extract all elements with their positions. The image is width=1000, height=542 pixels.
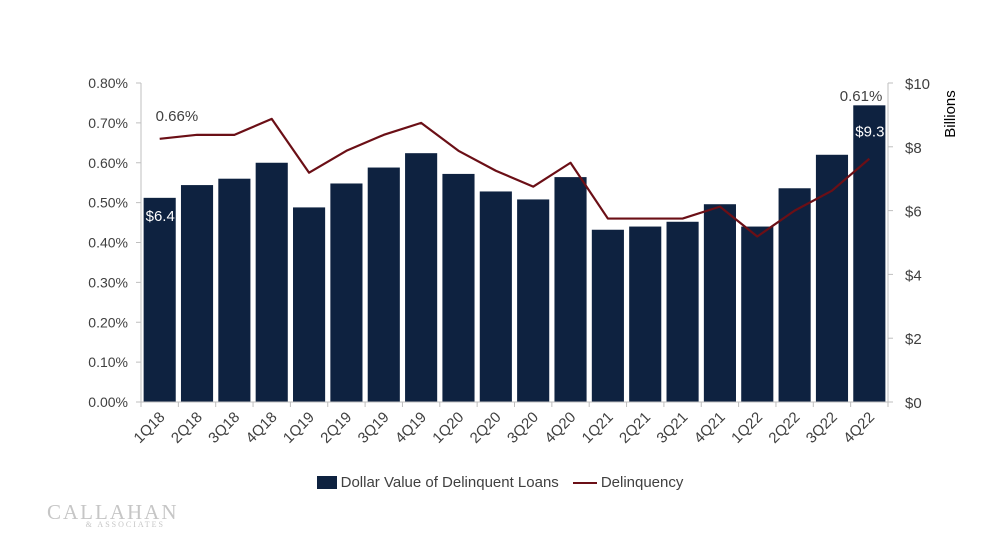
bar-3Q20 (517, 199, 550, 402)
left-tick-label: 0.10% (88, 354, 128, 370)
right-axis-title: Billions (942, 90, 959, 138)
data-labels: 0.66% $6.4 0.61% $9.3 (146, 88, 885, 225)
x-tick-label: 4Q18 (243, 409, 281, 447)
x-tick-label: 1Q19 (280, 409, 318, 447)
legend-item-bars: Dollar Value of Delinquent Loans (316, 474, 559, 491)
bar-2Q22 (778, 188, 811, 402)
x-tick-label: 2Q18 (168, 409, 206, 447)
left-tick-label: 0.00% (88, 394, 128, 410)
bar-1Q21 (591, 229, 624, 402)
x-tick-label: 1Q20 (429, 409, 467, 447)
legend-bar-label: Dollar Value of Delinquent Loans (340, 474, 559, 491)
x-tick-label: 3Q20 (504, 409, 542, 447)
x-tick-label: 3Q19 (355, 409, 393, 447)
bar-1Q20 (442, 173, 475, 402)
legend: Dollar Value of Delinquent Loans Delinqu… (0, 474, 1000, 491)
x-tick-label: 3Q18 (205, 409, 243, 447)
bar-2Q20 (479, 191, 512, 402)
right-tick-label: $8 (905, 140, 922, 157)
right-tick-label: $2 (905, 331, 922, 348)
axes (140, 83, 889, 403)
right-tick-label: $10 (905, 76, 930, 93)
right-axis-ticks: $0 $2 $4 $6 $8 $10 (888, 76, 930, 412)
callahan-logo: CALLAHAN & ASSOCIATES (47, 500, 179, 529)
data-label-bar-0: $6.4 (146, 208, 175, 225)
legend-line-label: Delinquency (600, 474, 684, 491)
left-axis-ticks: 0.00% 0.10% 0.20% 0.30% 0.40% 0.50% 0.60% 0.70%… (88, 75, 141, 410)
logo-subtext: & ASSOCIATES (85, 520, 165, 529)
x-tick-label: 2Q22 (765, 409, 803, 447)
bar-3Q21 (666, 221, 699, 402)
x-tick-label: 2Q19 (317, 409, 355, 447)
bar-1Q22 (741, 226, 774, 402)
x-tick-label: 4Q21 (691, 409, 729, 447)
bar-1Q18 (143, 197, 176, 402)
bar-2Q18 (180, 185, 214, 402)
bar-2Q19 (330, 183, 363, 402)
x-tick-label: 2Q21 (616, 409, 654, 447)
bar-4Q18 (255, 162, 288, 402)
left-tick-label: 0.40% (88, 235, 128, 251)
legend-bar-swatch (316, 476, 337, 489)
bar-4Q21 (703, 204, 736, 402)
logo-text: CALLAHAN (47, 500, 179, 524)
legend-line-swatch (572, 481, 597, 484)
bar-4Q22 (853, 105, 886, 402)
x-tick-label: 4Q20 (541, 409, 579, 447)
left-tick-label: 0.70% (88, 115, 128, 131)
legend-item-line: Delinquency (572, 474, 684, 491)
x-tick-label: 3Q22 (803, 409, 841, 447)
x-axis-ticks: 1Q18 2Q18 3Q18 4Q18 1Q19 2Q19 3Q19 4Q19 1Q20 2Q20… (131, 402, 889, 447)
x-tick-label: 2Q20 (467, 409, 505, 447)
x-tick-label: 3Q21 (653, 409, 691, 447)
bar-3Q18 (218, 178, 251, 402)
bar-2Q21 (629, 226, 662, 402)
x-tick-label: 1Q22 (728, 409, 766, 447)
left-tick-label: 0.50% (88, 195, 128, 211)
left-tick-label: 0.80% (88, 75, 128, 91)
right-tick-label: $6 (905, 204, 922, 221)
bar-1Q19 (293, 207, 326, 402)
line-series (159, 117, 871, 238)
right-tick-label: $0 (905, 395, 922, 412)
left-tick-label: 0.20% (88, 314, 128, 330)
data-label-line-0: 0.66% (156, 108, 199, 125)
x-tick-label: 4Q22 (840, 409, 878, 447)
data-label-line-19: 0.61% (840, 88, 883, 105)
x-tick-label: 4Q19 (392, 409, 430, 447)
bar-4Q19 (405, 153, 438, 402)
bar-series (143, 105, 886, 402)
bar-3Q19 (367, 167, 400, 402)
data-label-bar-19: $9.3 (855, 123, 884, 140)
right-tick-label: $4 (905, 267, 922, 284)
left-tick-label: 0.30% (88, 274, 128, 290)
delinquency-line (159, 117, 871, 238)
x-tick-label: 1Q21 (579, 409, 617, 447)
left-tick-label: 0.60% (88, 155, 128, 171)
x-tick-label: 1Q18 (131, 409, 169, 447)
bar-4Q20 (554, 177, 587, 402)
